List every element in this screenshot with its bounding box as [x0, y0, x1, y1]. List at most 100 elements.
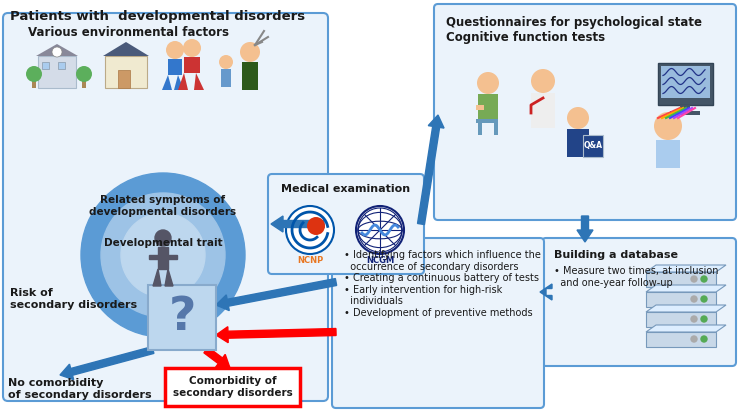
Text: Comorbidity of
secondary disorders: Comorbidity of secondary disorders — [172, 376, 292, 398]
Bar — [646, 292, 716, 307]
Circle shape — [52, 47, 62, 57]
Bar — [478, 123, 482, 135]
Text: Q&A: Q&A — [584, 141, 602, 150]
Bar — [494, 123, 498, 135]
FancyArrow shape — [155, 300, 171, 338]
Circle shape — [701, 336, 707, 342]
Bar — [242, 62, 258, 90]
Bar — [567, 129, 589, 157]
Polygon shape — [646, 265, 726, 272]
Bar — [118, 70, 130, 88]
Bar — [158, 247, 168, 269]
FancyArrow shape — [577, 216, 593, 242]
FancyBboxPatch shape — [3, 13, 328, 401]
Circle shape — [307, 217, 325, 235]
Text: Medical examination: Medical examination — [281, 184, 411, 194]
Text: Risk of
secondary disorders: Risk of secondary disorders — [10, 288, 137, 310]
Circle shape — [356, 206, 404, 254]
Circle shape — [81, 173, 245, 337]
Circle shape — [101, 193, 225, 317]
Bar — [680, 105, 690, 113]
Bar — [646, 272, 716, 287]
Circle shape — [701, 316, 707, 322]
Circle shape — [701, 296, 707, 302]
Bar — [184, 57, 200, 73]
Bar — [583, 135, 603, 157]
Bar — [105, 56, 147, 88]
Circle shape — [567, 107, 589, 129]
Polygon shape — [646, 325, 726, 332]
Bar — [58, 62, 65, 69]
Polygon shape — [162, 75, 172, 90]
Circle shape — [26, 66, 42, 82]
Text: Patients with  developmental disorders: Patients with developmental disorders — [10, 10, 305, 23]
Bar — [656, 140, 680, 168]
Circle shape — [691, 296, 697, 302]
Polygon shape — [36, 44, 78, 56]
Bar — [646, 312, 716, 327]
FancyArrow shape — [417, 115, 444, 225]
Text: ?: ? — [168, 295, 196, 340]
Polygon shape — [165, 269, 173, 286]
Bar — [658, 63, 713, 105]
Bar — [476, 119, 498, 123]
Circle shape — [701, 276, 707, 282]
FancyArrow shape — [540, 284, 552, 300]
FancyBboxPatch shape — [542, 238, 736, 366]
Bar — [478, 94, 498, 119]
FancyArrow shape — [271, 216, 324, 232]
Circle shape — [286, 206, 334, 254]
Bar — [221, 69, 231, 87]
Polygon shape — [103, 42, 149, 56]
Circle shape — [691, 276, 697, 282]
Circle shape — [477, 72, 499, 94]
Polygon shape — [646, 305, 726, 312]
Circle shape — [219, 55, 233, 69]
Circle shape — [155, 230, 171, 246]
Polygon shape — [646, 285, 726, 292]
Circle shape — [121, 213, 205, 297]
Bar — [168, 59, 182, 75]
FancyArrow shape — [149, 255, 177, 259]
Text: Questionnaires for psychological state
Cognitive function tests: Questionnaires for psychological state C… — [446, 16, 702, 44]
Bar — [670, 111, 700, 115]
FancyBboxPatch shape — [268, 174, 424, 274]
Polygon shape — [194, 73, 204, 90]
Text: Building a database: Building a database — [554, 250, 678, 260]
Circle shape — [691, 336, 697, 342]
Bar — [476, 105, 484, 110]
Polygon shape — [178, 73, 188, 90]
FancyArrow shape — [216, 279, 337, 311]
FancyBboxPatch shape — [434, 4, 736, 220]
Circle shape — [76, 66, 92, 82]
Text: • Identifying factors which influence the
  occurrence of secondary disorders
• : • Identifying factors which influence th… — [344, 250, 541, 318]
Text: No comorbidity
of secondary disorders: No comorbidity of secondary disorders — [8, 378, 152, 400]
Text: • Measure two times, at inclusion
  and one-year follow-up: • Measure two times, at inclusion and on… — [554, 266, 719, 287]
Bar — [38, 56, 76, 88]
FancyArrow shape — [204, 347, 230, 368]
Circle shape — [183, 39, 201, 57]
Bar — [148, 285, 216, 350]
Circle shape — [654, 112, 682, 140]
Bar — [531, 93, 555, 128]
Text: Developmental trait: Developmental trait — [104, 238, 222, 248]
Bar — [82, 78, 86, 88]
FancyBboxPatch shape — [332, 238, 544, 408]
Circle shape — [166, 41, 184, 59]
FancyArrow shape — [60, 347, 154, 380]
FancyArrow shape — [216, 327, 336, 343]
Text: NCNP: NCNP — [297, 256, 323, 265]
Circle shape — [240, 42, 260, 62]
Circle shape — [531, 69, 555, 93]
Text: Various environmental factors: Various environmental factors — [28, 26, 229, 39]
Polygon shape — [153, 269, 161, 286]
Bar — [661, 66, 710, 98]
Text: Related symptoms of
developmental disorders: Related symptoms of developmental disord… — [90, 195, 237, 217]
Bar — [165, 368, 300, 406]
Bar — [32, 78, 36, 88]
Bar — [42, 62, 49, 69]
Polygon shape — [174, 75, 184, 90]
Bar — [646, 332, 716, 347]
Circle shape — [691, 316, 697, 322]
Text: NCGM: NCGM — [366, 256, 394, 265]
